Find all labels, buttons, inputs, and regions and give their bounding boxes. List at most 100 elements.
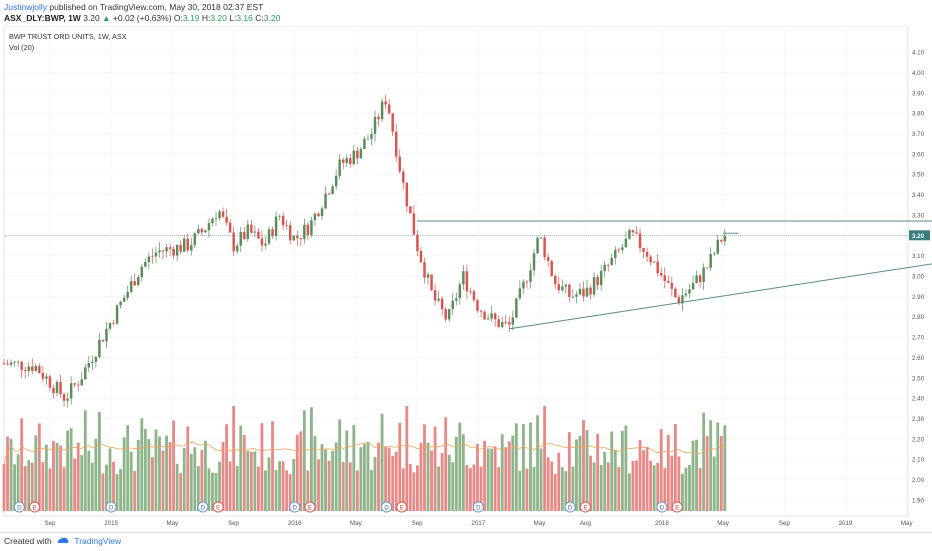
- candle-body: [327, 193, 331, 195]
- volume-bar: [9, 438, 13, 511]
- dividend-event-icon[interactable]: [472, 501, 484, 513]
- candle-body: [504, 321, 507, 323]
- candle-body: [175, 244, 179, 256]
- volume-bar: [571, 466, 575, 511]
- candle-body: [221, 211, 225, 217]
- candle-body: [677, 297, 681, 304]
- event-label: D: [17, 504, 22, 511]
- candle-body: [712, 253, 716, 255]
- earnings-event-icon[interactable]: [579, 501, 591, 513]
- volume-bar: [264, 470, 267, 511]
- candle-body: [674, 288, 677, 298]
- author-link[interactable]: Justinwjolly: [4, 2, 47, 12]
- chart-header: Justinwjolly published on TradingView.co…: [0, 0, 932, 26]
- volume-bar: [476, 443, 479, 511]
- dividend-event-icon[interactable]: [105, 501, 117, 513]
- close-value: 3.20: [263, 13, 281, 23]
- volume-bar: [108, 448, 112, 511]
- candle-body: [274, 216, 278, 236]
- volume-bar: [543, 406, 547, 511]
- candle-body: [324, 193, 327, 209]
- y-tick-label: 2.30: [912, 416, 925, 423]
- dividend-event-icon[interactable]: [289, 501, 301, 513]
- candle-body: [186, 238, 189, 251]
- earnings-event-icon[interactable]: [396, 501, 408, 513]
- earnings-event-icon[interactable]: [212, 501, 224, 513]
- dividend-event-icon[interactable]: [656, 501, 668, 513]
- volume-bar: [592, 462, 596, 511]
- candle-body: [161, 250, 165, 252]
- candle-body: [412, 213, 416, 235]
- price-chart[interactable]: 4.10 4.00 3.90 3.80 3.70 3.60 3.50 3.40 3.30 3.20…: [0, 26, 932, 532]
- volume-bar: [257, 466, 260, 511]
- volume-bar: [377, 442, 380, 511]
- volume-bar: [578, 436, 582, 511]
- tradingview-brand-link[interactable]: TradingView: [74, 536, 122, 546]
- y-tick-label: 2.50: [912, 375, 925, 382]
- y-tick-label: 4.00: [912, 70, 925, 77]
- volume-bar: [695, 439, 698, 511]
- volume-bar: [529, 422, 532, 511]
- candle-body: [84, 367, 87, 380]
- candle-body: [303, 224, 306, 240]
- volume-bar: [225, 424, 229, 511]
- dividend-event-icon[interactable]: [381, 501, 392, 513]
- volume-bar: [97, 411, 101, 511]
- earnings-event-icon[interactable]: [304, 501, 316, 513]
- volume-bar: [539, 448, 543, 511]
- volume-bar: [112, 461, 115, 511]
- volume-bar: [684, 467, 688, 511]
- volume-bar: [454, 436, 458, 511]
- candle-body: [370, 134, 373, 139]
- candle-body: [387, 104, 391, 114]
- volume-bar: [338, 419, 342, 511]
- candle-body: [76, 384, 80, 386]
- earnings-event-icon[interactable]: [671, 501, 683, 513]
- support-trend-line[interactable]: [508, 254, 932, 330]
- volume-bar: [631, 460, 635, 511]
- volume-bar: [359, 447, 363, 511]
- candle-body: [317, 213, 320, 217]
- candle-body: [571, 296, 575, 298]
- volume-bar: [412, 472, 416, 511]
- candle-body: [292, 235, 295, 241]
- candle-body: [550, 260, 553, 276]
- dividend-event-icon[interactable]: [197, 501, 209, 513]
- volume-bar: [196, 466, 200, 511]
- volume-bar: [514, 423, 518, 511]
- candle-body: [614, 249, 617, 258]
- volume-bar: [557, 452, 561, 511]
- dividend-event-icon[interactable]: [13, 501, 25, 513]
- earnings-event-icon[interactable]: [29, 501, 41, 513]
- volume-bar: [23, 466, 27, 511]
- candle-body: [168, 247, 172, 249]
- candle-body: [59, 381, 62, 395]
- volume-bar: [285, 470, 289, 511]
- y-tick-label: 3.70: [912, 131, 925, 138]
- candle-body: [158, 250, 161, 253]
- candle-body: [610, 257, 613, 265]
- candle-body: [500, 321, 504, 327]
- candle-body: [398, 156, 401, 172]
- candle-body: [624, 238, 628, 248]
- candle-body: [94, 356, 98, 362]
- event-label: D: [384, 504, 389, 511]
- volume-bar: [677, 456, 681, 511]
- x-tick-label: Sep: [412, 520, 424, 527]
- volume-bar: [589, 455, 592, 511]
- volume-bar: [712, 456, 716, 511]
- volume-bar: [606, 462, 610, 511]
- candle-body: [617, 249, 621, 251]
- volume-bar: [681, 473, 684, 511]
- volume-bar: [416, 465, 419, 511]
- candle-body: [511, 317, 515, 325]
- volume-bar: [384, 446, 388, 511]
- volume-bar: [143, 428, 147, 511]
- chart-title: BWP TRUST ORD UNITS, 1W, ASX: [9, 32, 127, 41]
- volume-bar: [193, 447, 197, 511]
- dividend-event-icon[interactable]: [564, 501, 576, 513]
- volume-bar: [624, 425, 628, 511]
- y-tick-label: 2.70: [912, 335, 925, 342]
- candle-body: [649, 256, 652, 263]
- volume-bar: [419, 442, 423, 511]
